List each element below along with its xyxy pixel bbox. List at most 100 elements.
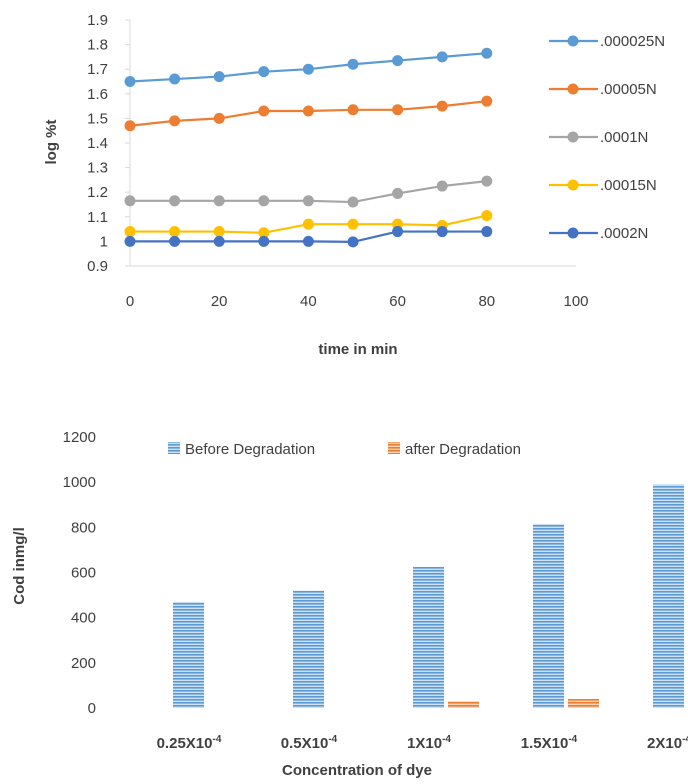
legend-marker — [567, 131, 579, 143]
bar-after — [568, 698, 599, 708]
data-point — [347, 196, 359, 208]
bar-chart-category-label: 0.5X10-4 — [281, 734, 338, 752]
line-chart-y-tick-label: 1.4 — [87, 135, 108, 152]
legend-swatch — [168, 442, 180, 454]
bar-before — [653, 484, 684, 708]
line-chart-y-tick-label: 1.9 — [87, 12, 108, 29]
bar-chart-category-label: 0.25X10-4 — [157, 734, 222, 752]
data-point — [481, 210, 493, 222]
data-point — [436, 51, 448, 63]
data-point — [169, 115, 181, 127]
data-point — [436, 100, 448, 112]
data-point — [169, 235, 181, 247]
legend-marker — [567, 227, 579, 239]
bar-chart-y-tick-label: 0 — [88, 700, 96, 717]
data-point — [392, 104, 404, 116]
bar-chart-category-label: 1.5X10-4 — [521, 734, 578, 752]
line-chart-x-tick-label: 60 — [389, 293, 406, 310]
bar-chart-bars — [173, 484, 684, 708]
line-chart-y-tick-label: 1.8 — [87, 37, 108, 54]
bar-chart-y-tick-label: 800 — [71, 519, 96, 536]
bar-chart-category-labels: 0.25X10-4 0.5X10-4 1X10-4 1.5X10-4 2X10-4 — [157, 734, 688, 752]
data-point — [481, 95, 493, 107]
line-chart-y-tick-label: 1.1 — [87, 209, 108, 226]
bar-chart-x-axis-title: Concentration of dye — [282, 762, 432, 779]
line-chart-axes — [125, 19, 576, 267]
bar-chart: 0 200 400 600 800 1000 1200 0.25X10-4 0.5X10-4 1… — [11, 429, 688, 779]
legend-marker — [567, 179, 579, 191]
data-point — [258, 227, 270, 239]
data-point — [124, 120, 136, 132]
legend-label: after Degradation — [405, 441, 521, 458]
line-chart-x-axis-title: time in min — [318, 341, 397, 358]
data-point — [392, 226, 404, 238]
bar-chart-y-tick-label: 600 — [71, 565, 96, 582]
data-point — [481, 47, 493, 59]
bar-chart-y-tick-label: 1000 — [63, 474, 96, 491]
line-chart-y-tick-label: 1.6 — [87, 86, 108, 103]
line-chart-y-tick-label: 1.3 — [87, 160, 108, 177]
line-chart-x-tick-label: 100 — [563, 293, 588, 310]
line-chart-x-tick-label: 20 — [211, 293, 228, 310]
line-chart-y-axis-title: log %t — [43, 120, 60, 165]
legend-marker — [567, 35, 579, 47]
legend-label: Before Degradation — [185, 441, 315, 458]
line-chart-x-tick-label: 40 — [300, 293, 317, 310]
data-point — [258, 195, 270, 207]
data-point — [347, 104, 359, 116]
legend-label: .000025N — [600, 33, 665, 50]
data-point — [302, 195, 314, 207]
data-point — [213, 112, 225, 124]
data-point — [392, 55, 404, 67]
data-point — [347, 236, 359, 248]
line-chart-y-tick-labels: 0.9 1 1.1 1.2 1.3 1.4 1.5 1.6 1.7 1.8 1.9 — [87, 12, 108, 275]
data-point — [213, 71, 225, 83]
line-chart-x-tick-labels: 0 20 40 60 80 100 — [126, 293, 589, 310]
data-point — [213, 235, 225, 247]
data-point — [302, 218, 314, 230]
line-chart-y-tick-label: 1 — [100, 233, 108, 250]
bar-chart-y-tick-label: 400 — [71, 610, 96, 627]
data-point — [169, 195, 181, 207]
bar-chart-category-label: 1X10-4 — [407, 734, 451, 752]
data-point — [124, 195, 136, 207]
legend-label: .0002N — [600, 225, 648, 242]
bar-before — [413, 566, 444, 708]
bar-before — [533, 523, 564, 708]
data-point — [347, 58, 359, 70]
data-point — [302, 235, 314, 247]
data-point — [169, 226, 181, 238]
legend-label: .0001N — [600, 129, 648, 146]
data-point — [213, 226, 225, 238]
data-point — [436, 226, 448, 238]
bar-chart-legend: Before Degradation after Degradation — [168, 441, 521, 458]
line-chart-y-tick-label: 1.2 — [87, 184, 108, 201]
data-point — [481, 226, 493, 238]
data-point — [258, 66, 270, 78]
data-point — [169, 73, 181, 85]
legend-swatch — [388, 442, 400, 454]
line-chart-series — [124, 47, 493, 248]
line-chart-legend: .000025N .00005N .0001N .00015N .0002N — [549, 33, 665, 242]
data-point — [124, 76, 136, 87]
line-chart: 0.9 1 1.1 1.2 1.3 1.4 1.5 1.6 1.7 1.8 1.9 0 20 40 60 8… — [43, 12, 665, 358]
legend-marker — [567, 83, 579, 95]
data-point — [213, 195, 225, 207]
data-point — [258, 105, 270, 117]
data-point — [302, 105, 314, 117]
data-point — [124, 226, 136, 238]
bar-chart-y-axis-title: Cod inmg/l — [11, 527, 28, 605]
data-point — [347, 218, 359, 230]
bar-before — [173, 601, 204, 708]
line-chart-y-tick-label: 1.7 — [87, 61, 108, 78]
data-point — [481, 175, 493, 187]
line-chart-y-tick-label: 1.5 — [87, 110, 108, 127]
data-point — [392, 187, 404, 199]
bar-chart-y-tick-labels: 0 200 400 600 800 1000 1200 — [63, 429, 96, 717]
bar-chart-y-tick-label: 1200 — [63, 429, 96, 446]
legend-label: .00005N — [600, 81, 657, 98]
bar-before — [293, 590, 324, 708]
line-chart-y-tick-label: 0.9 — [87, 258, 108, 275]
